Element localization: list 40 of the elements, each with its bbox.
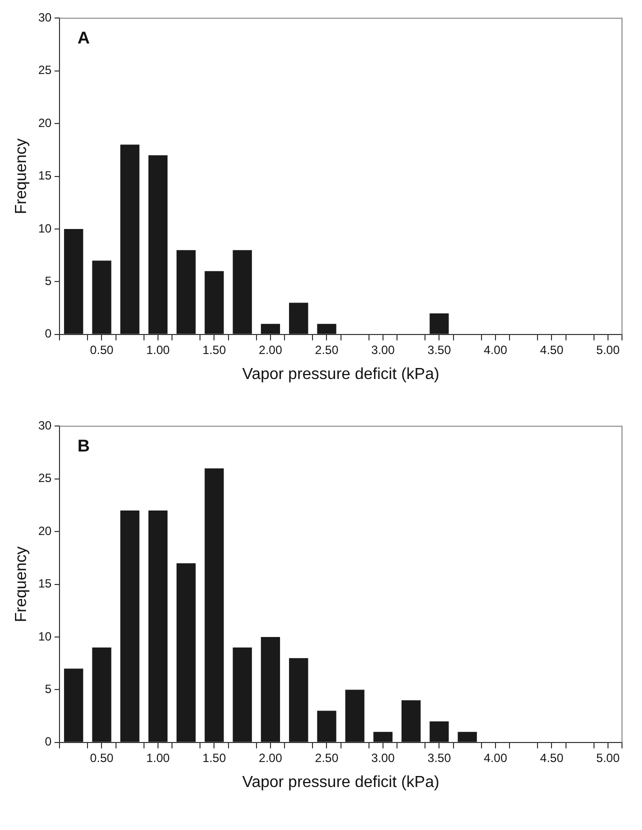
y-axis-title: Frequency [13,138,30,214]
x-tick-label: 3.50 [428,750,452,765]
y-tick-label: 15 [38,576,52,591]
x-tick-label: 2.00 [258,750,282,765]
x-tick-label: 1.00 [146,342,170,357]
annotation: A [78,28,90,48]
x-tick-label: 4.50 [540,750,564,765]
x-tick-label: 3.00 [371,342,395,357]
x-tick-label: 4.50 [540,342,564,357]
annotation: B [78,436,90,456]
x-tick-label: 5.00 [596,750,620,765]
y-tick-label: 10 [38,629,52,644]
y-tick-label: 5 [44,274,52,288]
x-tick-label: 4.00 [484,342,508,357]
x-tick-label: 4.00 [484,750,508,765]
x-tick-label: 1.50 [202,342,226,357]
x-tick-label: 0.50 [90,750,114,765]
x-tick-label: 1.50 [202,750,226,765]
x-tick-label: 2.50 [315,342,339,357]
y-tick-label: 0 [44,326,52,341]
x-tick-label: 3.50 [428,342,452,357]
x-tick-label: 2.00 [258,342,282,357]
y-axis-title: Frequency [13,546,30,622]
y-tick-label: 25 [38,471,52,486]
y-tick-label: 20 [38,524,52,538]
y-tick-label: 25 [38,63,52,78]
y-tick-label: 20 [38,116,52,130]
y-tick-label: 10 [38,221,52,236]
x-tick-label: 2.50 [315,750,339,765]
y-tick-label: 15 [38,168,52,183]
y-tick-label: 5 [44,682,52,696]
x-tick-label: 0.50 [90,342,114,357]
x-tick-label: 3.00 [371,750,395,765]
x-tick-label: 1.00 [146,750,170,765]
x-axis-title: Vapor pressure deficit (kPa) [242,366,440,383]
y-tick-label: 30 [38,418,52,433]
y-tick-label: 0 [44,734,52,749]
x-axis-title: Vapor pressure deficit (kPa) [242,774,440,791]
y-tick-label: 30 [38,10,52,25]
x-tick-label: 5.00 [596,342,620,357]
